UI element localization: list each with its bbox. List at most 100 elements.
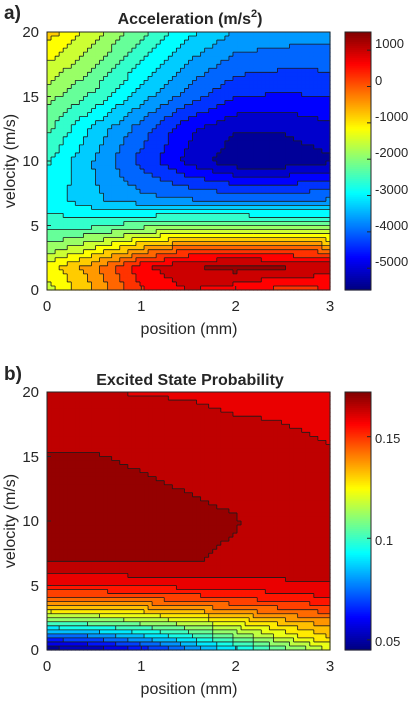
heatmap-cell [51, 245, 56, 251]
heatmap-cell [99, 201, 105, 206]
heatmap-cell [313, 225, 319, 231]
colorbar-segment [345, 118, 371, 122]
heatmap-cell [245, 96, 250, 102]
heatmap-cell [111, 177, 117, 182]
heatmap-cell [277, 392, 283, 397]
heatmap-cell [305, 217, 311, 223]
heatmap-cell [309, 257, 315, 263]
heatmap-cell [111, 56, 117, 61]
heatmap-cell [277, 144, 283, 150]
heatmap-cell [249, 96, 254, 102]
heatmap-cell [55, 56, 60, 61]
heatmap-cell [95, 181, 101, 186]
heatmap-cell [51, 104, 56, 110]
heatmap-cell [325, 217, 331, 223]
heatmap-cell [232, 209, 238, 215]
heatmap-cell [144, 257, 149, 263]
colorbar-segment [345, 193, 371, 196]
heatmap-cell [71, 136, 76, 142]
heatmap-cell [180, 400, 186, 405]
heatmap-cell [289, 161, 295, 166]
heatmap-cell [148, 64, 153, 69]
heatmap-cell [249, 205, 254, 210]
heatmap-cell [249, 104, 254, 110]
heatmap-cell [313, 84, 319, 90]
heatmap-cell [83, 136, 89, 142]
heatmap-cell [63, 104, 68, 110]
heatmap-cell [59, 161, 64, 166]
heatmap-cell [103, 193, 109, 198]
heatmap-cell [63, 396, 68, 401]
heatmap-cell [257, 249, 262, 255]
heatmap-cell [164, 400, 169, 405]
heatmap-cell [63, 100, 68, 106]
heatmap-cell [164, 193, 169, 198]
heatmap-cell [103, 257, 109, 263]
heatmap-cell [139, 233, 145, 239]
heatmap-cell [289, 44, 295, 49]
heatmap-cell [131, 253, 137, 259]
heatmap-cell [253, 48, 258, 53]
heatmap-cell [160, 205, 165, 210]
heatmap-cell [103, 72, 109, 77]
heatmap-cell [83, 161, 89, 166]
heatmap-cell [55, 281, 60, 287]
heatmap-cell [293, 177, 299, 182]
heatmap-cell [59, 136, 64, 142]
heatmap-cell [269, 181, 274, 186]
heatmap-cell [131, 408, 137, 413]
heatmap-cell [249, 64, 254, 69]
heatmap-cell [176, 152, 182, 158]
heatmap-cell [241, 152, 246, 158]
heatmap-cell [285, 233, 291, 239]
heatmap-cell [135, 269, 141, 275]
heatmap-cell [47, 48, 52, 53]
heatmap-cell [245, 408, 250, 413]
heatmap-cell [55, 396, 60, 401]
heatmap-cell [188, 169, 194, 174]
heatmap-cell [277, 88, 283, 94]
heatmap-cell [273, 205, 279, 210]
heatmap-cell [172, 245, 177, 251]
heatmap-cell [297, 269, 303, 275]
heatmap-cell [249, 152, 254, 158]
heatmap-cell [87, 52, 93, 57]
heatmap-cell [55, 221, 60, 227]
heatmap-cell [289, 181, 295, 186]
heatmap-cell [115, 108, 121, 114]
heatmap-cell [269, 173, 274, 178]
heatmap-cell [139, 124, 145, 130]
heatmap-cell [71, 277, 76, 283]
heatmap-cell [51, 80, 56, 86]
heatmap-cell [241, 261, 246, 267]
heatmap-cell [127, 60, 133, 65]
heatmap-cell [220, 249, 226, 255]
heatmap-cell [188, 128, 194, 134]
heatmap-cell [79, 136, 84, 142]
heatmap-cell [273, 265, 279, 271]
heatmap-cell [47, 84, 52, 90]
heatmap-cell [83, 229, 89, 235]
heatmap-cell [220, 156, 226, 162]
heatmap-cell [156, 241, 161, 247]
heatmap-cell [289, 104, 295, 110]
heatmap-cell [139, 225, 145, 231]
heatmap-cell [99, 257, 105, 263]
heatmap-cell [237, 140, 242, 146]
heatmap-cell [172, 116, 177, 122]
heatmap-cell [176, 253, 182, 259]
heatmap-cell [220, 84, 226, 90]
heatmap-cell [269, 60, 274, 65]
heatmap-cell [216, 64, 222, 69]
heatmap-cell [204, 213, 210, 219]
heatmap-cell [216, 209, 222, 215]
heatmap-cell [216, 132, 222, 138]
heatmap-cell [228, 205, 234, 210]
heatmap-cell [63, 40, 68, 45]
heatmap-cell [59, 40, 64, 45]
heatmap-cell [200, 177, 206, 182]
heatmap-cell [79, 249, 84, 255]
heatmap-cell [196, 136, 202, 142]
heatmap-cell [313, 152, 319, 158]
heatmap-cell [160, 249, 165, 255]
